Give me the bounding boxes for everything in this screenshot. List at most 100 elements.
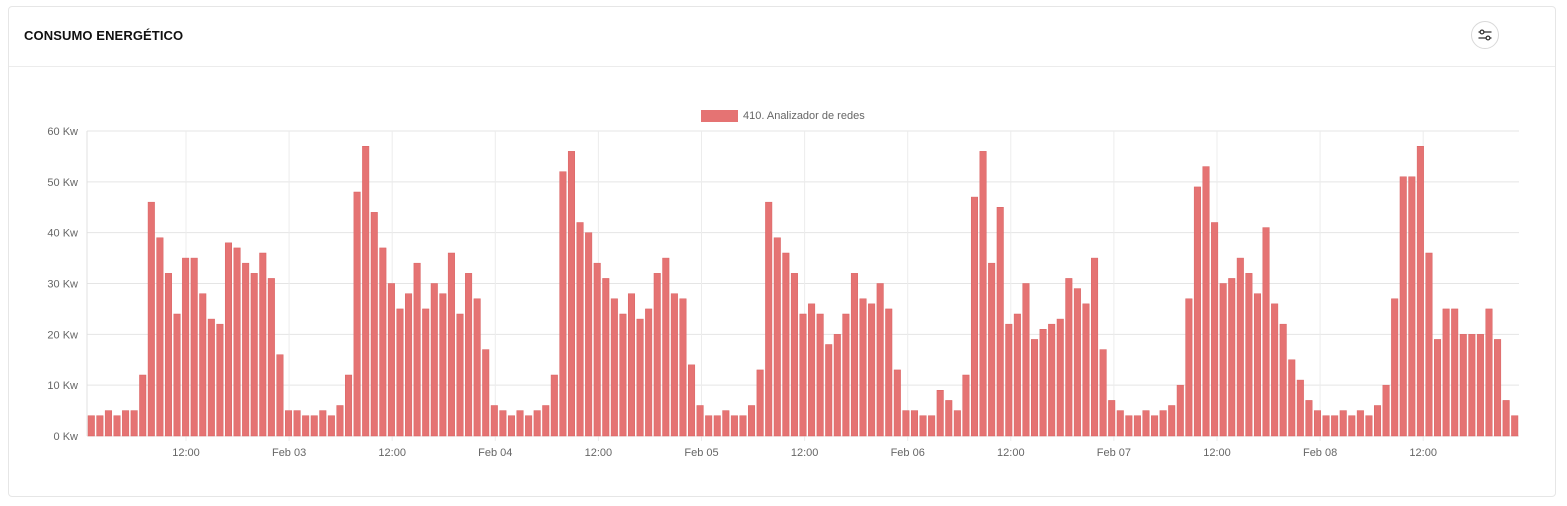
bar bbox=[1408, 176, 1416, 437]
x-tick-label: 12:00 bbox=[172, 447, 200, 459]
bar bbox=[1451, 308, 1459, 437]
bar bbox=[1193, 186, 1201, 437]
bar bbox=[1039, 329, 1047, 437]
x-tick-label: Feb 07 bbox=[1097, 447, 1131, 459]
chart-bars bbox=[87, 146, 1519, 437]
bar bbox=[1245, 273, 1253, 437]
bar bbox=[422, 308, 430, 437]
bar bbox=[1142, 410, 1150, 437]
bar bbox=[387, 283, 395, 437]
bar bbox=[1022, 283, 1030, 437]
bar bbox=[765, 201, 773, 437]
x-tick-label: Feb 03 bbox=[272, 447, 306, 459]
bar bbox=[662, 257, 670, 437]
bar bbox=[310, 415, 318, 437]
bar bbox=[1502, 400, 1510, 437]
y-tick-label: 60 Kw bbox=[47, 126, 78, 138]
bar bbox=[1331, 415, 1339, 437]
bar bbox=[1391, 298, 1399, 437]
bar bbox=[1425, 252, 1433, 437]
bar bbox=[1099, 349, 1107, 437]
y-tick-label: 40 Kw bbox=[47, 228, 78, 240]
bar bbox=[1168, 405, 1176, 437]
bar bbox=[910, 410, 918, 437]
bar bbox=[1339, 410, 1347, 437]
bar bbox=[653, 273, 661, 437]
bar bbox=[748, 405, 756, 437]
bar bbox=[250, 273, 258, 437]
bar bbox=[353, 191, 361, 437]
bar bbox=[473, 298, 481, 437]
bar bbox=[1382, 384, 1390, 437]
bar bbox=[533, 410, 541, 437]
x-axis: 12:00 Feb 03 12:00 Feb 04 12:00 Feb 05 12:00 Fe… bbox=[172, 447, 1437, 459]
bar bbox=[833, 334, 841, 437]
bar bbox=[593, 262, 601, 437]
bar bbox=[1133, 415, 1141, 437]
bar bbox=[156, 237, 164, 437]
bar bbox=[1494, 339, 1502, 437]
bar bbox=[1296, 379, 1304, 437]
y-tick-label: 0 Kw bbox=[54, 431, 79, 443]
bar bbox=[816, 313, 824, 437]
x-tick-label: 12:00 bbox=[1409, 447, 1437, 459]
bar bbox=[1116, 410, 1124, 437]
bar bbox=[1108, 400, 1116, 437]
y-axis: 0 Kw 10 Kw 20 Kw 30 Kw 40 Kw 50 Kw 60 Kw bbox=[47, 126, 78, 443]
bar bbox=[756, 369, 764, 437]
bar bbox=[1485, 308, 1493, 437]
bar bbox=[996, 207, 1004, 437]
bar bbox=[722, 410, 730, 437]
bar bbox=[1305, 400, 1313, 437]
bar bbox=[379, 247, 387, 437]
bar bbox=[1468, 334, 1476, 437]
bar bbox=[713, 415, 721, 437]
bar bbox=[96, 415, 104, 437]
bar bbox=[1399, 176, 1407, 437]
bar bbox=[567, 151, 575, 437]
legend-swatch bbox=[701, 110, 738, 122]
bar bbox=[576, 222, 584, 437]
bar bbox=[293, 410, 301, 437]
bar bbox=[893, 369, 901, 437]
bar bbox=[1159, 410, 1167, 437]
bar bbox=[585, 232, 593, 437]
bar bbox=[113, 415, 121, 437]
bar bbox=[199, 293, 207, 437]
bar bbox=[499, 410, 507, 437]
bar bbox=[413, 262, 421, 437]
bar bbox=[1005, 323, 1013, 437]
bar bbox=[1262, 227, 1270, 437]
bar bbox=[790, 273, 798, 437]
bar bbox=[782, 252, 790, 437]
bar bbox=[808, 303, 816, 437]
bar bbox=[267, 278, 275, 437]
bar bbox=[507, 415, 515, 437]
filter-button[interactable] bbox=[1471, 21, 1499, 49]
bar bbox=[1459, 334, 1467, 437]
x-tick-label: Feb 08 bbox=[1303, 447, 1337, 459]
bar bbox=[1434, 339, 1442, 437]
card-header: CONSUMO ENERGÉTICO bbox=[9, 7, 1555, 67]
bar bbox=[988, 262, 996, 437]
bar bbox=[645, 308, 653, 437]
bar bbox=[1288, 359, 1296, 437]
bar bbox=[868, 303, 876, 437]
bar bbox=[1374, 405, 1382, 437]
bar bbox=[1236, 257, 1244, 437]
bar bbox=[336, 405, 344, 437]
y-tick-label: 10 Kw bbox=[47, 380, 78, 392]
bar bbox=[516, 410, 524, 437]
bar bbox=[122, 410, 130, 437]
bar bbox=[970, 196, 979, 437]
bar bbox=[259, 252, 267, 437]
bar bbox=[636, 318, 644, 437]
bar bbox=[1348, 415, 1356, 437]
x-tick-label: Feb 04 bbox=[478, 447, 512, 459]
bar bbox=[799, 313, 807, 437]
x-tick-label: Feb 06 bbox=[891, 447, 925, 459]
legend-label: 410. Analizador de redes bbox=[743, 110, 865, 122]
bar bbox=[1476, 334, 1484, 437]
bar bbox=[885, 308, 893, 437]
